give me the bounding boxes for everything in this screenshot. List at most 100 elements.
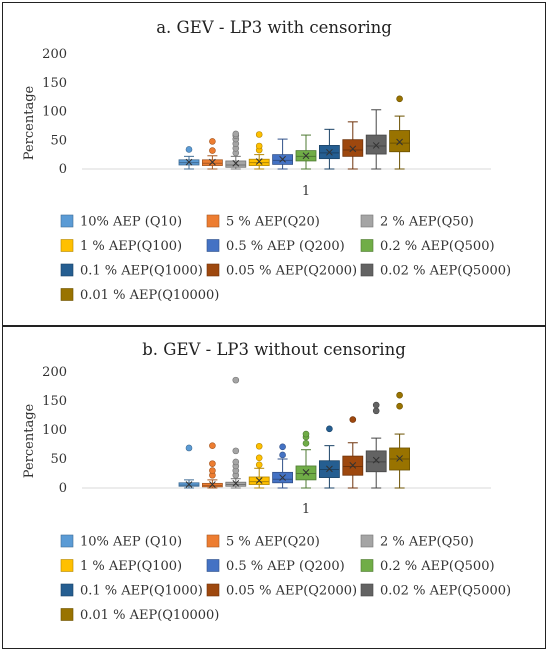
chart-b-yticks: 0 50 100 150 200 xyxy=(42,365,67,496)
chart-a-outlier-Q10-0 xyxy=(185,146,193,153)
chart-b-legend-swatch-Q10000 xyxy=(60,608,74,621)
chart-a-legend-swatch-Q10 xyxy=(60,214,74,228)
chart-a-mean-Q10000 xyxy=(396,138,403,146)
chart-a-mean-Q1000 xyxy=(326,148,333,156)
chart-a-outlier-Q10000-0 xyxy=(396,95,403,103)
chart-b-mean-Q100 xyxy=(255,477,263,484)
chart-a-legend-label-Q200: 0.5 % AEP (Q200) xyxy=(226,239,345,254)
chart-panel-a: a. GEV - LP3 with censoring Percentage 0… xyxy=(2,2,546,326)
chart-a-box-Q50 xyxy=(225,130,247,170)
chart-b-legend-label-Q2000: 0.05 % AEP(Q2000) xyxy=(226,584,357,599)
chart-b-legend-swatch-Q200 xyxy=(206,559,220,572)
chart-a-legend-swatch-Q20 xyxy=(206,214,220,228)
chart-a-ytick-200: 200 xyxy=(42,47,67,62)
chart-b-outlier-Q100-1 xyxy=(255,454,263,462)
chart-b-mean-Q10 xyxy=(185,481,193,488)
chart-a-legend-label-Q10: 10% AEP (Q10) xyxy=(80,215,182,230)
chart-b-legend-label-Q100: 1 % AEP(Q100) xyxy=(80,559,182,574)
chart-b-mean-Q50 xyxy=(232,480,240,487)
chart-a-yticks: 0 50 100 150 200 xyxy=(42,47,67,177)
chart-b-outlier-Q50-4 xyxy=(232,447,240,455)
chart-b-outlier-Q20-1 xyxy=(209,467,216,474)
chart-a-outlier-Q100-2 xyxy=(255,131,263,138)
chart-b-outlier-Q200-0 xyxy=(279,451,286,459)
chart-a-mean-Q500 xyxy=(302,152,310,160)
chart-a-legend-label-Q2000: 0.05 % AEP(Q2000) xyxy=(226,264,357,279)
chart-b-outlier-Q5000-1 xyxy=(372,401,380,409)
chart-b-outlier-Q10000-0 xyxy=(396,402,403,410)
chart-b-ylabel: Percentage xyxy=(22,403,37,478)
chart-b-outlier-Q20-3 xyxy=(209,442,216,449)
chart-a-legend-swatch-Q2000 xyxy=(206,263,220,277)
chart-b-outlier-Q100-0 xyxy=(255,461,263,469)
chart-a-outlier-Q100-1 xyxy=(255,142,263,150)
chart-a-ytick-150: 150 xyxy=(42,76,67,91)
chart-a-boxes xyxy=(178,95,411,170)
chart-b-outlier-Q1000-0 xyxy=(326,425,333,433)
chart-b-mean-Q5000 xyxy=(372,456,380,464)
chart-b-legend-swatch-Q500 xyxy=(360,559,374,572)
chart-a-legend-label-Q20: 5 % AEP(Q20) xyxy=(226,215,320,230)
chart-b-outlier-Q50-5 xyxy=(232,376,240,384)
chart-a-box-Q100 xyxy=(248,131,270,170)
chart-b-ytick-200: 200 xyxy=(42,365,67,380)
chart-b-outlier-Q500-0 xyxy=(302,440,310,447)
chart-b-ytick-100: 100 xyxy=(42,423,67,438)
chart-b-svg: b. GEV - LP3 without censoring Percentag… xyxy=(22,340,511,623)
chart-a-legend-label-Q5000: 0.02 % AEP(Q5000) xyxy=(380,264,511,279)
chart-a-legend-swatch-Q200 xyxy=(206,239,220,252)
chart-a-svg: a. GEV - LP3 with censoring Percentage 0… xyxy=(22,18,511,303)
chart-a-legend: 10% AEP (Q10) 5 % AEP(Q20) 2 % AEP(Q50) 1 %… xyxy=(60,214,511,303)
chart-b-box-Q10 xyxy=(178,444,200,489)
chart-b-legend: 10% AEP (Q10) 5 % AEP(Q20) 2 % AEP(Q50) 1 %… xyxy=(60,535,511,623)
chart-b-legend-swatch-Q100 xyxy=(60,559,74,572)
chart-a-legend-swatch-Q10000 xyxy=(60,288,74,301)
chart-panel-b: b. GEV - LP3 without censoring Percentag… xyxy=(2,326,546,649)
chart-b-box-Q500 xyxy=(295,430,317,489)
chart-a-legend-label-Q500: 0.2 % AEP(Q500) xyxy=(380,239,495,254)
chart-a-box-Q1000 xyxy=(318,128,340,170)
chart-a-mean-Q2000 xyxy=(349,145,357,153)
chart-a-ytick-0: 0 xyxy=(59,162,67,177)
chart-a-outlier-Q20-0 xyxy=(209,147,216,154)
chart-a-mean-Q5000 xyxy=(372,142,380,149)
chart-a-legend-label-Q100: 1 % AEP(Q100) xyxy=(80,239,182,254)
chart-b-mean-Q10000 xyxy=(396,455,403,462)
chart-b-box-Q10000 xyxy=(389,391,411,489)
chart-b-mean-Q500 xyxy=(302,468,310,476)
chart-a-box-Q200 xyxy=(272,138,294,170)
chart-a-category-label: 1 xyxy=(302,184,310,199)
chart-b-box-Q20 xyxy=(201,442,223,489)
chart-b-box-Q1000 xyxy=(318,425,340,489)
chart-b-legend-label-Q200: 0.5 % AEP (Q200) xyxy=(226,559,345,574)
chart-a-box-body-Q50 xyxy=(225,160,247,168)
chart-b-box-Q2000 xyxy=(342,416,364,489)
chart-b-legend-label-Q10: 10% AEP (Q10) xyxy=(80,535,182,550)
chart-b-outlier-Q20-2 xyxy=(209,460,216,467)
chart-b-box-Q200 xyxy=(272,443,294,489)
chart-a-ytick-100: 100 xyxy=(42,105,67,120)
chart-b-mean-Q2000 xyxy=(349,462,357,469)
chart-b-legend-label-Q500: 0.2 % AEP(Q500) xyxy=(380,559,495,574)
chart-b-mean-Q200 xyxy=(279,474,286,481)
chart-b-mean-Q1000 xyxy=(326,465,333,473)
chart-b-title: b. GEV - LP3 without censoring xyxy=(142,340,406,359)
chart-b-legend-label-Q10000: 0.01 % AEP(Q10000) xyxy=(80,608,219,623)
chart-a-legend-swatch-Q1000 xyxy=(60,263,74,277)
chart-a-legend-label-Q50: 2 % AEP(Q50) xyxy=(380,215,474,230)
chart-b-ytick-0: 0 xyxy=(59,481,67,496)
chart-a-mean-Q200 xyxy=(279,155,286,163)
chart-b-box-Q50 xyxy=(225,376,247,489)
chart-a-legend-swatch-Q500 xyxy=(360,239,374,252)
chart-a-legend-label-Q10000: 0.01 % AEP(Q10000) xyxy=(80,288,219,303)
chart-a-outlier-Q20-1 xyxy=(209,138,216,145)
chart-b-legend-label-Q1000: 0.1 % AEP(Q1000) xyxy=(80,584,203,599)
chart-a-legend-label-Q1000: 0.1 % AEP(Q1000) xyxy=(80,264,203,279)
chart-b-outlier-Q10-0 xyxy=(185,444,193,452)
chart-b-outlier-Q5000-0 xyxy=(372,407,380,415)
chart-a-legend-swatch-Q50 xyxy=(360,214,374,228)
chart-b-outlier-Q200-1 xyxy=(279,443,286,451)
chart-b-box-Q5000 xyxy=(365,401,387,489)
chart-b-outlier-Q2000-0 xyxy=(349,416,357,423)
chart-a-box-body-Q2000 xyxy=(342,139,364,157)
